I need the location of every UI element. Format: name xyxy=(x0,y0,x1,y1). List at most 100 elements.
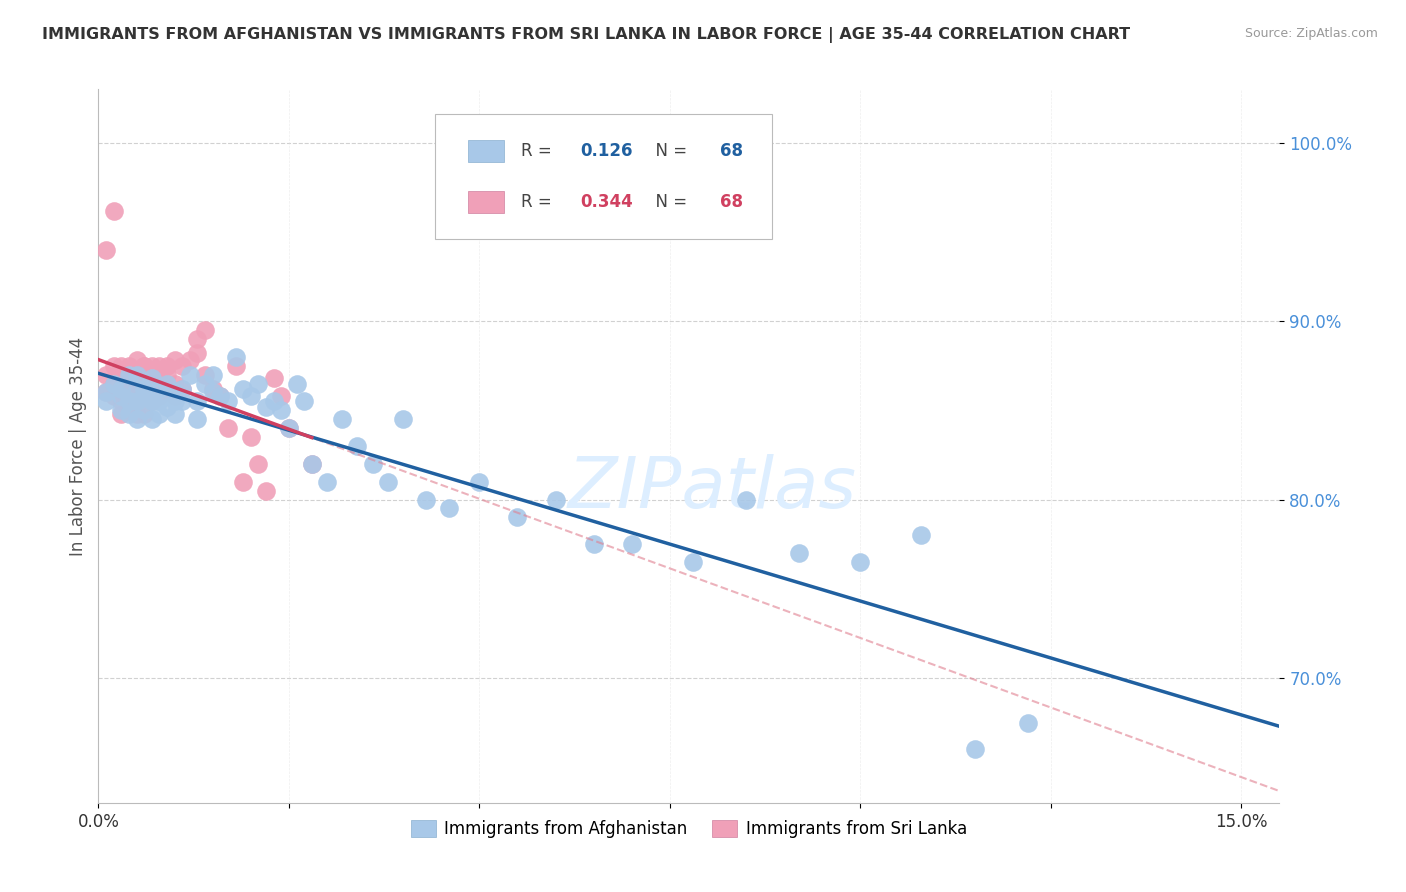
Text: N =: N = xyxy=(645,142,693,161)
Text: Source: ZipAtlas.com: Source: ZipAtlas.com xyxy=(1244,27,1378,40)
Point xyxy=(156,400,179,414)
FancyBboxPatch shape xyxy=(468,192,503,213)
Point xyxy=(179,353,201,368)
Point xyxy=(134,368,156,382)
Point xyxy=(148,368,170,382)
Point xyxy=(172,359,194,373)
Point xyxy=(148,382,170,396)
Point xyxy=(110,403,132,417)
Point xyxy=(163,394,186,409)
Point xyxy=(134,403,156,417)
Point xyxy=(172,382,194,396)
Point xyxy=(94,243,117,257)
Point xyxy=(118,394,141,409)
Point xyxy=(437,501,460,516)
Text: 68: 68 xyxy=(720,142,742,161)
Point xyxy=(232,382,254,396)
Point xyxy=(125,407,148,421)
Point xyxy=(148,359,170,373)
Point xyxy=(247,457,270,471)
Point xyxy=(186,394,208,409)
Point xyxy=(285,376,308,391)
Point xyxy=(163,353,186,368)
Point xyxy=(94,368,117,382)
Point xyxy=(544,492,567,507)
Point xyxy=(103,203,125,218)
Point xyxy=(415,492,437,507)
Point xyxy=(254,400,277,414)
Point xyxy=(330,412,353,426)
Point xyxy=(172,382,194,396)
Point xyxy=(110,389,132,403)
Point xyxy=(186,332,208,346)
Point xyxy=(125,368,148,382)
Point xyxy=(141,394,163,409)
Point xyxy=(110,394,132,409)
FancyBboxPatch shape xyxy=(468,140,503,161)
Point xyxy=(910,528,932,542)
Point xyxy=(118,403,141,417)
Point xyxy=(194,368,217,382)
Point xyxy=(392,412,415,426)
Point xyxy=(125,368,148,382)
Point xyxy=(789,546,811,560)
Point xyxy=(156,359,179,373)
Point xyxy=(217,394,239,409)
Point xyxy=(148,407,170,421)
Point xyxy=(582,537,605,551)
Point xyxy=(103,376,125,391)
Point xyxy=(134,389,156,403)
Point xyxy=(247,376,270,391)
Point xyxy=(134,407,156,421)
Point xyxy=(346,439,368,453)
Point xyxy=(141,368,163,382)
Point xyxy=(110,407,132,421)
Point xyxy=(148,382,170,396)
Point xyxy=(217,421,239,435)
Point xyxy=(118,389,141,403)
Point xyxy=(225,359,247,373)
Point xyxy=(963,742,986,756)
Point xyxy=(377,475,399,489)
Point xyxy=(125,394,148,409)
Text: N =: N = xyxy=(645,193,693,211)
Point xyxy=(125,382,148,396)
Point xyxy=(141,359,163,373)
Point xyxy=(277,421,299,435)
Point xyxy=(361,457,384,471)
Point xyxy=(141,382,163,396)
Point xyxy=(506,510,529,524)
Point xyxy=(125,394,148,409)
Point xyxy=(209,389,232,403)
FancyBboxPatch shape xyxy=(434,114,772,239)
Point xyxy=(735,492,758,507)
Point xyxy=(163,407,186,421)
Point xyxy=(141,368,163,382)
Point xyxy=(179,368,201,382)
Point xyxy=(118,376,141,391)
Point xyxy=(682,555,704,569)
Point xyxy=(172,394,194,409)
Text: R =: R = xyxy=(522,193,557,211)
Point xyxy=(134,382,156,396)
Point xyxy=(156,382,179,396)
Point xyxy=(620,537,643,551)
Text: IMMIGRANTS FROM AFGHANISTAN VS IMMIGRANTS FROM SRI LANKA IN LABOR FORCE | AGE 35: IMMIGRANTS FROM AFGHANISTAN VS IMMIGRANT… xyxy=(42,27,1130,43)
Point xyxy=(141,412,163,426)
Point xyxy=(118,359,141,373)
Point xyxy=(141,382,163,396)
Point xyxy=(270,403,292,417)
Point xyxy=(301,457,323,471)
Point xyxy=(316,475,339,489)
Legend: Immigrants from Afghanistan, Immigrants from Sri Lanka: Immigrants from Afghanistan, Immigrants … xyxy=(404,813,974,845)
Point xyxy=(141,394,163,409)
Point xyxy=(118,368,141,382)
Point xyxy=(1017,715,1039,730)
Point xyxy=(103,389,125,403)
Point xyxy=(148,389,170,403)
Point xyxy=(263,394,285,409)
Point xyxy=(201,385,224,400)
Point xyxy=(148,394,170,409)
Point xyxy=(103,359,125,373)
Point xyxy=(125,382,148,396)
